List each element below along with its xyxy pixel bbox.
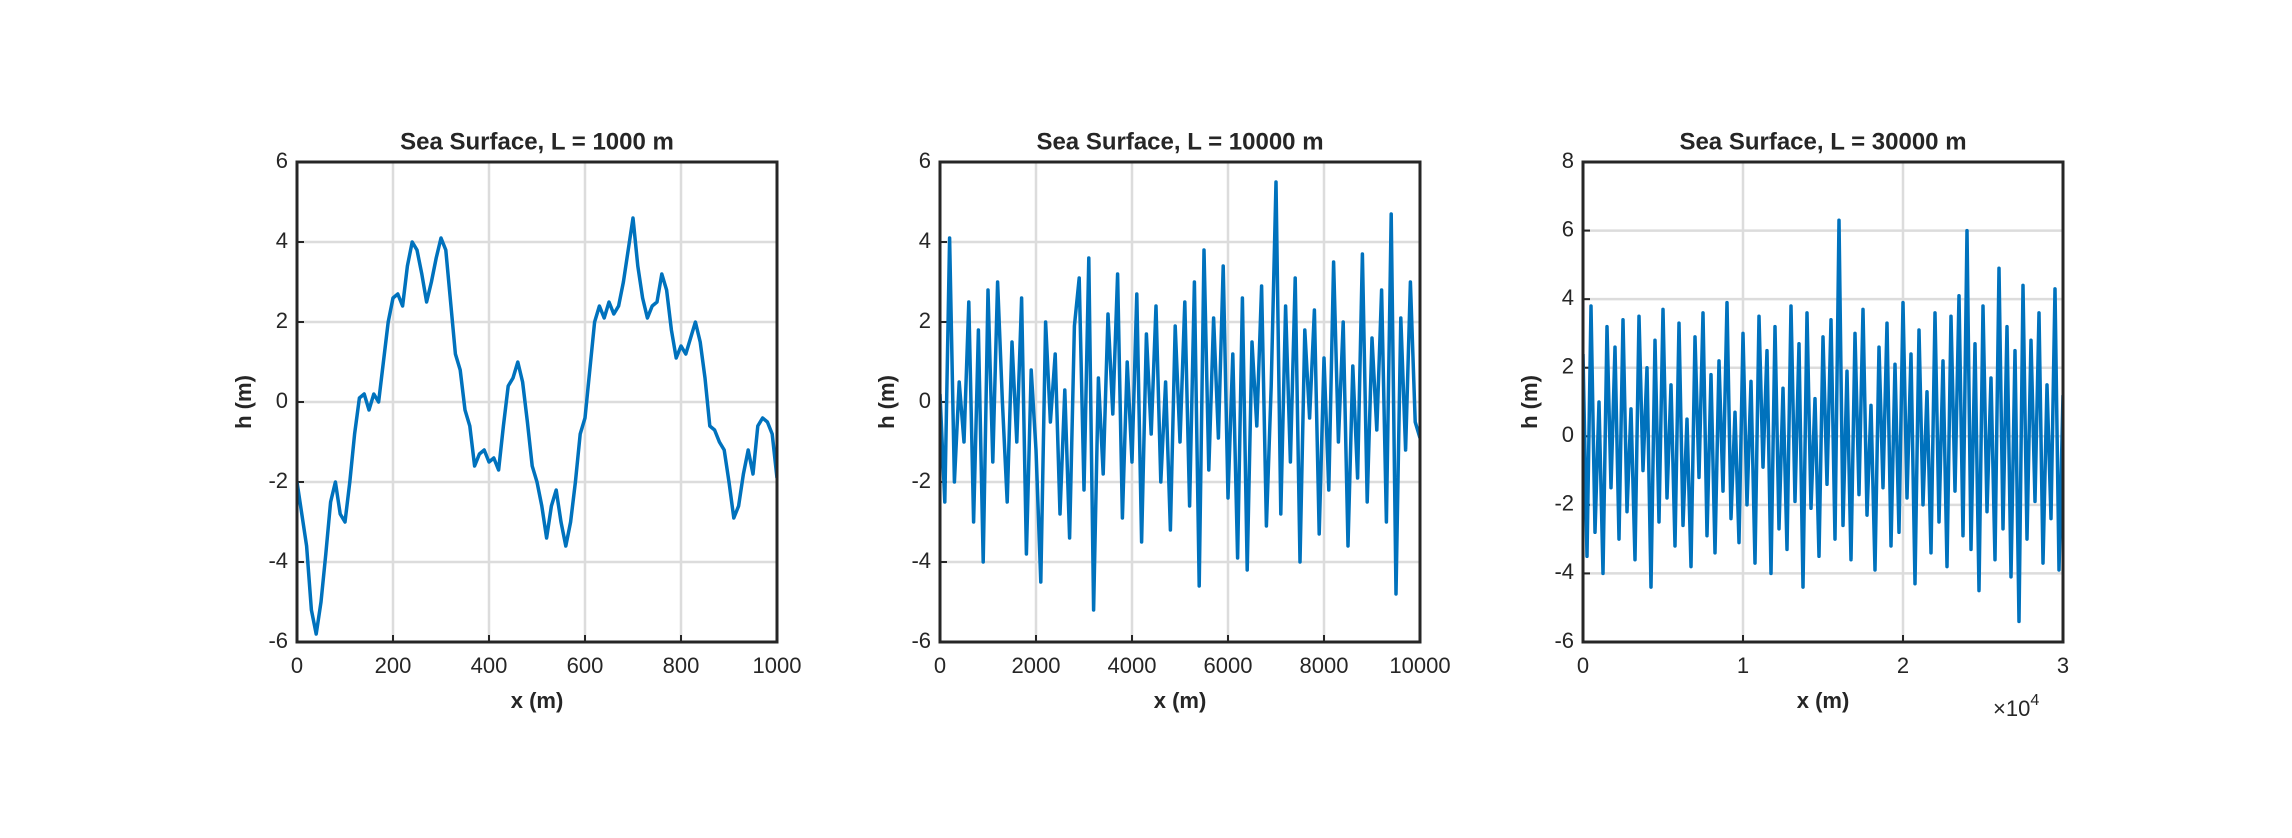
x-tick-label: 400 bbox=[471, 653, 508, 678]
y-axis-label: h (m) bbox=[1517, 375, 1542, 429]
plot-area bbox=[940, 180, 1420, 612]
y-tick-label: -2 bbox=[268, 468, 288, 493]
data-line bbox=[1583, 218, 2063, 624]
x-tick-label: 200 bbox=[375, 653, 412, 678]
y-tick-label: -2 bbox=[1554, 491, 1574, 516]
data-line bbox=[940, 180, 1420, 612]
chart: 0 2000 4000 6000 8000 10000 -6 -4 -2 0 2 4 6 Sea Surf… bbox=[874, 128, 1451, 712]
x-tick-label: 8000 bbox=[1300, 653, 1349, 678]
y-tick-label: -4 bbox=[1554, 559, 1574, 584]
x-tick-label: 4000 bbox=[1108, 653, 1157, 678]
y-tick-label: 2 bbox=[276, 308, 288, 333]
y-tick-label: 2 bbox=[1562, 354, 1574, 379]
y-tick-label: 4 bbox=[919, 228, 931, 253]
y-tick-label: 6 bbox=[919, 148, 931, 173]
x-tick-label: 10000 bbox=[1389, 653, 1450, 678]
x-tick-label: 3 bbox=[2057, 653, 2069, 678]
y-tick-label: 0 bbox=[276, 388, 288, 413]
chart-title: Sea Surface, L = 1000 m bbox=[400, 128, 674, 155]
x-tick-label: 2000 bbox=[1012, 653, 1061, 678]
axes-box bbox=[1581, 160, 2065, 644]
y-tick-label: -6 bbox=[268, 628, 288, 653]
y-tick-label: -6 bbox=[1554, 628, 1574, 653]
y-tick-label: 4 bbox=[276, 228, 288, 253]
x-tick-label: 1000 bbox=[753, 653, 802, 678]
y-tick-label: 0 bbox=[1562, 422, 1574, 447]
x-exponent-power: 4 bbox=[2030, 692, 2039, 709]
x-tick-label: 0 bbox=[934, 653, 946, 678]
plot-area bbox=[297, 216, 777, 636]
x-axis-label: x (m) bbox=[511, 688, 564, 713]
x-tick-label: 0 bbox=[291, 653, 303, 678]
y-tick-label: -4 bbox=[268, 548, 288, 573]
x-tick-label: 2 bbox=[1897, 653, 1909, 678]
x-tick-label: 6000 bbox=[1204, 653, 1253, 678]
x-exponent-label: ×104 bbox=[1993, 692, 2039, 721]
y-tick-label: -6 bbox=[911, 628, 931, 653]
y-tick-label: 6 bbox=[276, 148, 288, 173]
chart: 0 200 400 600 800 1000 -6 -4 -2 0 2 4 6 Sea Surface, … bbox=[231, 128, 802, 712]
x-exponent-base: ×10 bbox=[1993, 696, 2030, 721]
y-axis-label: h (m) bbox=[874, 375, 899, 429]
chart-title: Sea Surface, L = 30000 m bbox=[1679, 128, 1966, 155]
plot-area bbox=[1583, 218, 2063, 624]
y-tick-label: -2 bbox=[911, 468, 931, 493]
y-tick-label: 2 bbox=[919, 308, 931, 333]
chart: 0 1 2 3 -6 -4 -2 0 2 4 6 8 Sea Surface, L = 30000 m x… bbox=[1517, 128, 2069, 720]
x-tick-label: 1 bbox=[1737, 653, 1749, 678]
chart-title: Sea Surface, L = 10000 m bbox=[1036, 128, 1323, 155]
axes-box bbox=[938, 160, 1422, 644]
axes-box bbox=[295, 160, 779, 644]
y-tick-label: -4 bbox=[911, 548, 931, 573]
y-axis-label: h (m) bbox=[231, 375, 256, 429]
y-tick-label: 4 bbox=[1562, 285, 1574, 310]
y-tick-label: 0 bbox=[919, 388, 931, 413]
x-axis-label: x (m) bbox=[1797, 688, 1850, 713]
x-axis-label: x (m) bbox=[1154, 688, 1207, 713]
data-line bbox=[297, 216, 777, 636]
x-tick-label: 600 bbox=[567, 653, 604, 678]
y-tick-label: 8 bbox=[1562, 148, 1574, 173]
x-tick-label: 800 bbox=[663, 653, 700, 678]
x-tick-label: 0 bbox=[1577, 653, 1589, 678]
y-tick-label: 6 bbox=[1562, 216, 1574, 241]
